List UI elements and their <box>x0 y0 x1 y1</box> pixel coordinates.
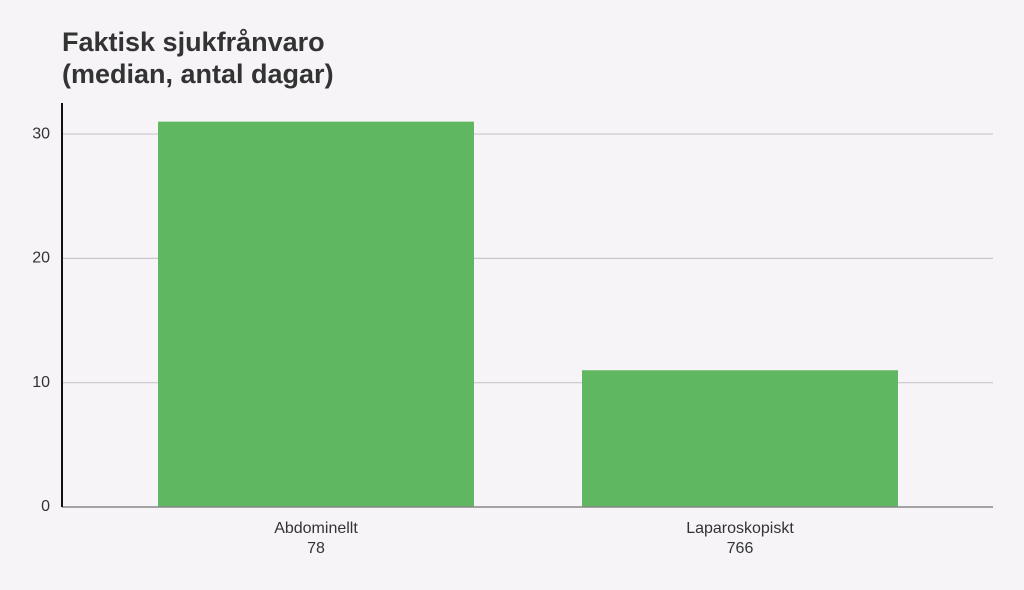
x-tick-count: 78 <box>307 540 325 557</box>
y-tick-label: 10 <box>32 374 50 391</box>
y-tick-label: 20 <box>32 250 50 267</box>
bar <box>158 121 474 508</box>
x-tick-count: 766 <box>727 540 754 557</box>
y-tick-label: 0 <box>41 498 50 515</box>
bar <box>582 370 898 507</box>
x-tick-label: Laparoskopiskt <box>686 520 794 537</box>
y-tick-label: 30 <box>32 125 50 142</box>
chart-title: (median, antal dagar) <box>62 59 334 89</box>
x-tick-label: Abdominellt <box>274 520 358 537</box>
chart-title: Faktisk sjukfrånvaro <box>62 27 325 57</box>
